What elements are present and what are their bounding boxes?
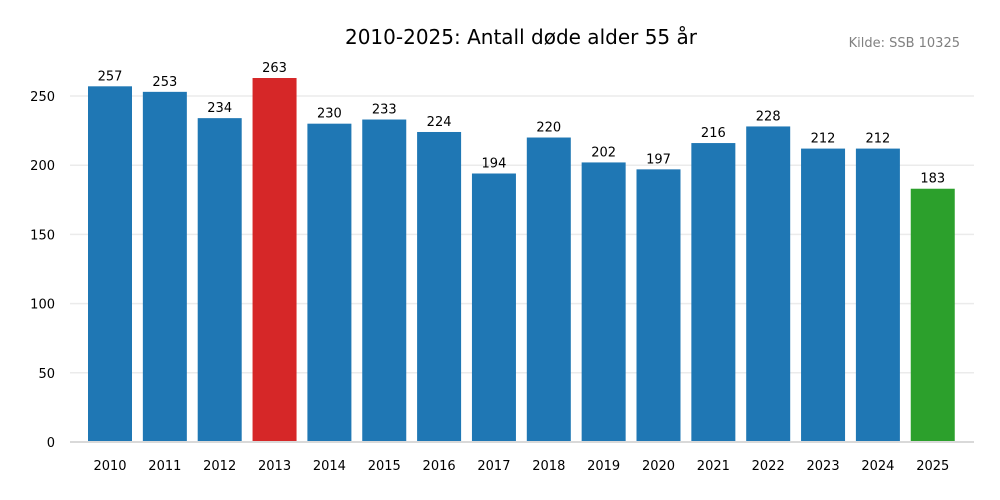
y-tick-label: 0 <box>47 436 55 451</box>
bar-2010 <box>88 86 132 442</box>
bar-2016 <box>417 131 462 442</box>
data-label-2020: 197 <box>646 152 671 167</box>
data-label-2016: 224 <box>427 115 452 130</box>
y-tick-label: 100 <box>30 298 55 313</box>
bar-2017 <box>471 173 516 442</box>
data-label-2011: 253 <box>152 75 177 90</box>
bar-2024 <box>855 148 900 443</box>
y-tick-label: 250 <box>30 90 55 105</box>
bar-2022 <box>746 126 791 442</box>
x-tick-label: 2016 <box>423 459 456 474</box>
bar-2025 <box>910 188 955 442</box>
x-tick-label: 2019 <box>587 459 620 474</box>
data-label-2014: 230 <box>317 107 342 122</box>
bar-2011 <box>142 91 187 443</box>
data-label-2023: 212 <box>811 132 836 147</box>
bar-2021 <box>691 143 736 442</box>
x-tick-label: 2010 <box>93 459 126 474</box>
x-tick-label: 2021 <box>697 459 730 474</box>
bar-2013 <box>252 78 297 443</box>
bar-2019 <box>581 162 626 442</box>
x-tick-label: 2020 <box>642 459 675 474</box>
bar-2012 <box>197 118 242 443</box>
bar-2014 <box>307 123 352 443</box>
x-tick-label: 2017 <box>477 459 510 474</box>
x-tick-label: 2024 <box>861 459 894 474</box>
data-label-2021: 216 <box>701 126 726 141</box>
data-label-2017: 194 <box>482 157 507 172</box>
data-label-2025: 183 <box>920 172 945 187</box>
x-tick-label: 2013 <box>258 459 291 474</box>
data-label-2022: 228 <box>756 109 781 124</box>
x-tick-label: 2025 <box>916 459 949 474</box>
data-label-2019: 202 <box>591 145 616 160</box>
y-tick-label: 150 <box>30 228 55 243</box>
x-tick-label: 2012 <box>203 459 236 474</box>
x-tick-label: 2011 <box>148 459 181 474</box>
x-tick-label: 2014 <box>313 459 346 474</box>
data-label-2013: 263 <box>262 61 287 76</box>
chart-title: 2010-2025: Antall døde alder 55 år <box>345 25 698 49</box>
source-label: Kilde: SSB 10325 <box>849 36 960 51</box>
bar-2020 <box>636 169 681 443</box>
y-tick-label: 50 <box>38 367 55 382</box>
bar-2023 <box>801 148 846 443</box>
x-tick-label: 2018 <box>532 459 565 474</box>
data-label-2015: 233 <box>372 103 397 118</box>
bar-2015 <box>362 119 407 442</box>
data-label-2024: 212 <box>865 132 890 147</box>
bar-2018 <box>526 137 571 442</box>
x-tick-label: 2023 <box>807 459 840 474</box>
x-tick-label: 2022 <box>752 459 785 474</box>
data-label-2012: 234 <box>207 101 232 116</box>
data-label-2010: 257 <box>98 69 123 84</box>
x-tick-label: 2015 <box>368 459 401 474</box>
data-label-2018: 220 <box>536 121 561 136</box>
y-tick-label: 200 <box>30 159 55 174</box>
